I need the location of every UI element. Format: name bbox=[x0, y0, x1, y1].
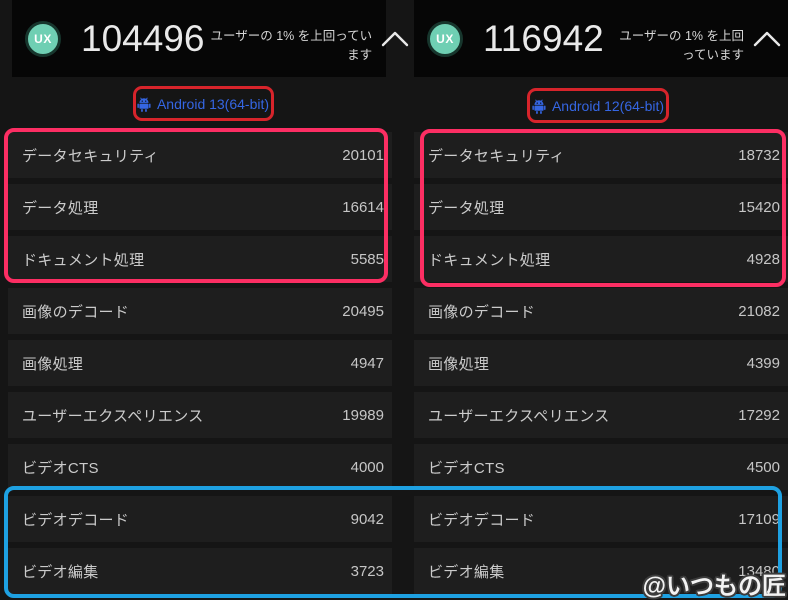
row-label: 画像のデコード bbox=[428, 303, 536, 321]
os-version-label: Android 13(64-bit) bbox=[156, 96, 270, 112]
score-row: ビデオCTS 4000 bbox=[8, 444, 392, 490]
row-value: 5585 bbox=[350, 250, 384, 268]
row-label: データセキュリティ bbox=[22, 147, 159, 165]
percentile-line2: っています bbox=[682, 47, 744, 62]
chevron-up-icon[interactable] bbox=[381, 30, 409, 47]
score-row: ビデオ編集 3723 bbox=[8, 548, 392, 594]
score-list-right: データセキュリティ 18732 データ処理 15420 ドキュメント処理 492… bbox=[414, 132, 788, 600]
row-label: ビデオ編集 bbox=[428, 563, 505, 581]
total-score: 104496 bbox=[81, 17, 205, 59]
score-row: ビデオ編集 13480 bbox=[414, 548, 788, 594]
os-version-link[interactable]: Android 13(64-bit) bbox=[137, 96, 269, 112]
row-label: ビデオ編集 bbox=[22, 563, 99, 581]
score-row: 画像のデコード 21082 bbox=[414, 288, 788, 334]
android-robot-icon bbox=[137, 97, 151, 112]
row-value: 4500 bbox=[746, 458, 780, 476]
score-row: データ処理 16614 bbox=[8, 184, 392, 230]
row-value: 4928 bbox=[746, 250, 780, 268]
total-score: 116942 bbox=[483, 17, 604, 59]
row-value: 13480 bbox=[738, 562, 780, 580]
score-row: 画像処理 4947 bbox=[8, 340, 392, 386]
score-header-left: UX 104496 ユーザーの 1% を上回ってい ます bbox=[12, 0, 409, 77]
row-value: 19989 bbox=[342, 406, 384, 424]
row-label: データ処理 bbox=[22, 199, 99, 217]
percentile-text: ユーザーの 1% を上回ってい ます bbox=[210, 27, 372, 65]
row-value: 21082 bbox=[738, 302, 780, 320]
row-value: 4399 bbox=[746, 354, 780, 372]
score-row: ドキュメント処理 5585 bbox=[8, 236, 392, 282]
row-value: 17292 bbox=[738, 406, 780, 424]
row-label: 画像処理 bbox=[22, 355, 84, 373]
android-robot-icon bbox=[532, 99, 546, 114]
row-label: ビデオCTS bbox=[22, 459, 99, 477]
score-list-left: データセキュリティ 20101 データ処理 16614 ドキュメント処理 558… bbox=[8, 132, 392, 600]
row-label: 画像のデコード bbox=[22, 303, 130, 321]
row-label: ビデオデコード bbox=[22, 511, 130, 529]
row-label: 画像処理 bbox=[428, 355, 490, 373]
score-row: データセキュリティ 18732 bbox=[414, 132, 788, 178]
percentile-line2: ます bbox=[347, 47, 373, 62]
row-value: 20495 bbox=[342, 302, 384, 320]
row-value: 9042 bbox=[350, 510, 384, 528]
score-header-right: UX 116942 ユーザーの 1% を上回 っています bbox=[414, 0, 788, 77]
os-version-link[interactable]: Android 12(64-bit) bbox=[532, 98, 664, 114]
chevron-up-icon[interactable] bbox=[753, 30, 781, 47]
row-value: 3723 bbox=[350, 562, 384, 580]
score-row: ユーザーエクスペリエンス 17292 bbox=[414, 392, 788, 438]
score-row: データ処理 15420 bbox=[414, 184, 788, 230]
score-row: ユーザーエクスペリエンス 19989 bbox=[8, 392, 392, 438]
score-row: データセキュリティ 20101 bbox=[8, 132, 392, 178]
row-label: ビデオCTS bbox=[428, 459, 505, 477]
score-row: 画像のデコード 20495 bbox=[8, 288, 392, 334]
row-label: ドキュメント処理 bbox=[428, 251, 551, 269]
ux-badge: UX bbox=[25, 20, 61, 57]
row-label: ユーザーエクスペリエンス bbox=[428, 407, 610, 425]
os-version-label: Android 12(64-bit) bbox=[551, 98, 665, 114]
row-label: データセキュリティ bbox=[428, 147, 565, 165]
percentile-line1: ユーザーの 1% を上回ってい bbox=[210, 28, 373, 43]
row-value: 17109 bbox=[738, 510, 780, 528]
score-row: ビデオCTS 4500 bbox=[414, 444, 788, 490]
row-label: ユーザーエクスペリエンス bbox=[22, 407, 204, 425]
percentile-text: ユーザーの 1% を上回 っています bbox=[610, 27, 744, 65]
score-row: 画像処理 4399 bbox=[414, 340, 788, 386]
row-value: 4947 bbox=[350, 354, 384, 372]
score-row: ビデオデコード 9042 bbox=[8, 496, 392, 542]
score-row: ビデオデコード 17109 bbox=[414, 496, 788, 542]
percentile-line1: ユーザーの 1% を上回 bbox=[619, 28, 744, 43]
watermark-text: @いつもの匠 bbox=[642, 573, 786, 600]
row-value: 16614 bbox=[342, 198, 384, 216]
row-label: ビデオデコード bbox=[428, 511, 536, 529]
row-value: 18732 bbox=[738, 146, 780, 164]
row-label: ドキュメント処理 bbox=[22, 251, 145, 269]
score-row: ドキュメント処理 4928 bbox=[414, 236, 788, 282]
row-value: 20101 bbox=[342, 146, 384, 164]
ux-badge: UX bbox=[427, 20, 463, 57]
row-label: データ処理 bbox=[428, 199, 505, 217]
row-value: 15420 bbox=[738, 198, 780, 216]
row-value: 4000 bbox=[350, 458, 384, 476]
